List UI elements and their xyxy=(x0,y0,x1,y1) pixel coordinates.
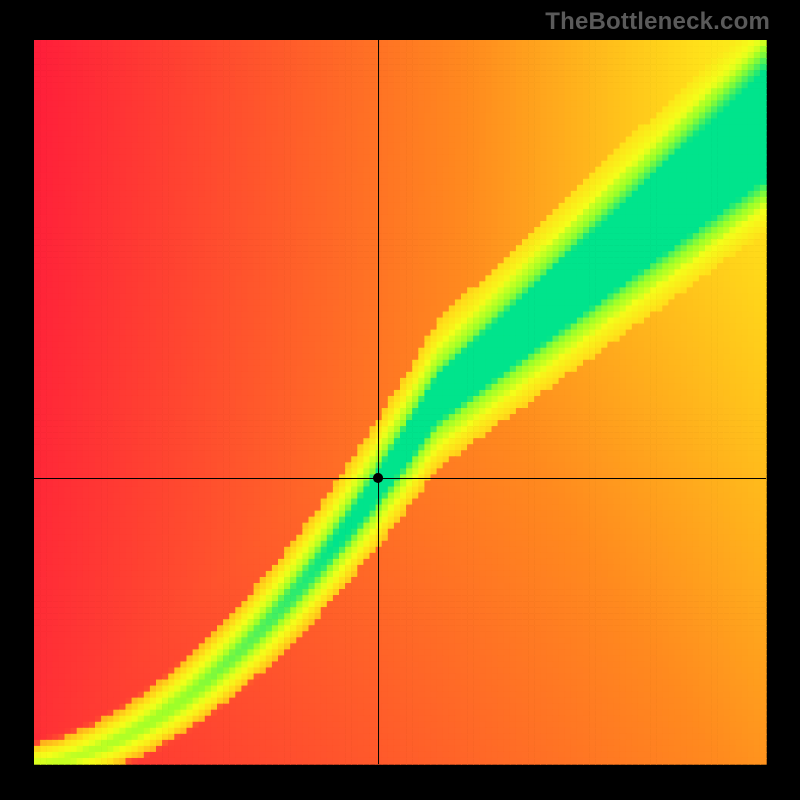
bottleneck-heatmap xyxy=(0,0,800,800)
watermark-text: TheBottleneck.com xyxy=(545,8,770,36)
